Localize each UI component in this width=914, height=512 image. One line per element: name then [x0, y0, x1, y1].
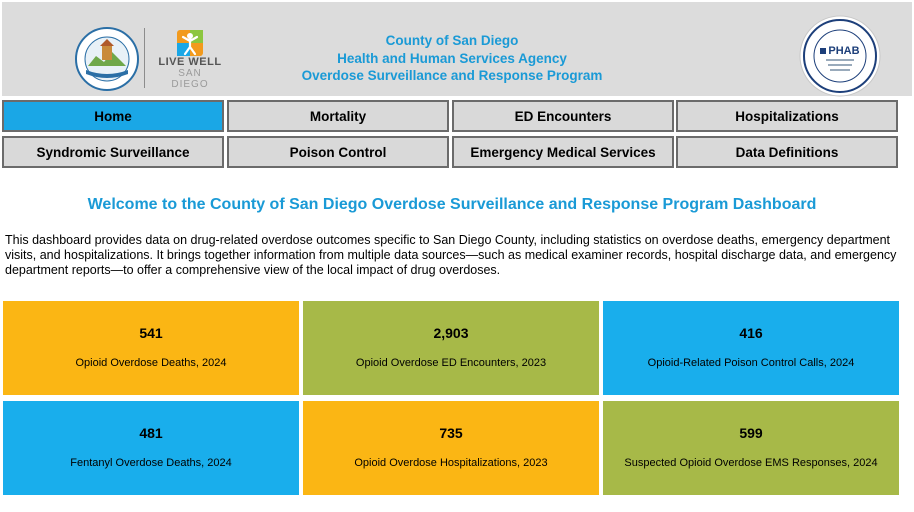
intro-paragraph: This dashboard provides data on drug-rel…	[5, 233, 897, 277]
nav-syndromic-surveillance-button[interactable]: Syndromic Surveillance	[2, 136, 224, 168]
kpi-tile-fentanyl-deaths: 481 Fentanyl Overdose Deaths, 2024	[3, 401, 299, 495]
nav-emergency-medical-services-button[interactable]: Emergency Medical Services	[452, 136, 674, 168]
kpi-value: 735	[439, 425, 463, 441]
county-seal-logo	[74, 26, 140, 92]
nav-poison-control-label: Poison Control	[289, 144, 387, 160]
kpi-value: 599	[739, 425, 763, 441]
kpi-value: 541	[139, 325, 163, 341]
kpi-value: 2,903	[433, 325, 469, 341]
nav-data-definitions-button[interactable]: Data Definitions	[676, 136, 898, 168]
san-diego-text: SAN DIEGO	[171, 68, 209, 90]
kpi-tile-ems-responses: 599 Suspected Opioid Overdose EMS Respon…	[603, 401, 899, 495]
live-well-figure-icon	[177, 30, 203, 56]
title-line-program: Overdose Surveillance and Response Progr…	[301, 68, 603, 83]
kpi-value: 416	[739, 325, 763, 341]
phab-text: PHAB	[828, 45, 859, 57]
kpi-label: Suspected Opioid Overdose EMS Responses,…	[624, 457, 878, 469]
nav-data-definitions-label: Data Definitions	[735, 144, 839, 160]
nav-emergency-medical-services-label: Emergency Medical Services	[470, 144, 656, 160]
kpi-tile-ed-encounters: 2,903 Opioid Overdose ED Encounters, 202…	[303, 301, 599, 395]
title-line-county: County of San Diego	[385, 33, 519, 48]
kpi-label: Fentanyl Overdose Deaths, 2024	[70, 457, 232, 469]
kpi-tile-opioid-deaths: 541 Opioid Overdose Deaths, 2024	[3, 301, 299, 395]
nav-ed-encounters-button[interactable]: ED Encounters	[452, 100, 674, 132]
logo-divider	[144, 28, 145, 88]
title-line-agency: Health and Human Services Agency	[337, 50, 567, 66]
kpi-label: Opioid Overdose Deaths, 2024	[75, 357, 227, 369]
nav-home-label: Home	[94, 108, 132, 124]
nav-ed-encounters-label: ED Encounters	[514, 108, 612, 124]
live-well-text: LIVE WELL	[158, 56, 222, 68]
program-title: County of San Diego Health and Human Ser…	[272, 32, 632, 85]
kpi-label: Opioid Overdose ED Encounters, 2023	[355, 357, 547, 369]
kpi-tile-hospitalizations: 735 Opioid Overdose Hospitalizations, 20…	[303, 401, 599, 495]
phab-accreditation-seal: PHAB	[798, 14, 882, 98]
welcome-heading: Welcome to the County of San Diego Overd…	[87, 196, 817, 213]
nav-poison-control-button[interactable]: Poison Control	[227, 136, 449, 168]
nav-hospitalizations-button[interactable]: Hospitalizations	[676, 100, 898, 132]
kpi-label: Opioid-Related Poison Control Calls, 202…	[647, 357, 855, 369]
kpi-value: 481	[139, 425, 163, 441]
nav-syndromic-surveillance-label: Syndromic Surveillance	[36, 144, 190, 160]
nav-hospitalizations-label: Hospitalizations	[735, 108, 839, 124]
header-banner: LIVE WELL SAN DIEGO County of San Diego …	[2, 2, 912, 98]
nav-mortality-button[interactable]: Mortality	[227, 100, 449, 132]
nav-home-button[interactable]: Home	[2, 100, 224, 132]
nav-mortality-label: Mortality	[309, 108, 367, 124]
live-well-logo: LIVE WELL SAN DIEGO	[158, 30, 222, 90]
kpi-label: Opioid Overdose Hospitalizations, 2023	[354, 457, 548, 469]
kpi-tile-poison-control: 416 Opioid-Related Poison Control Calls,…	[603, 301, 899, 395]
